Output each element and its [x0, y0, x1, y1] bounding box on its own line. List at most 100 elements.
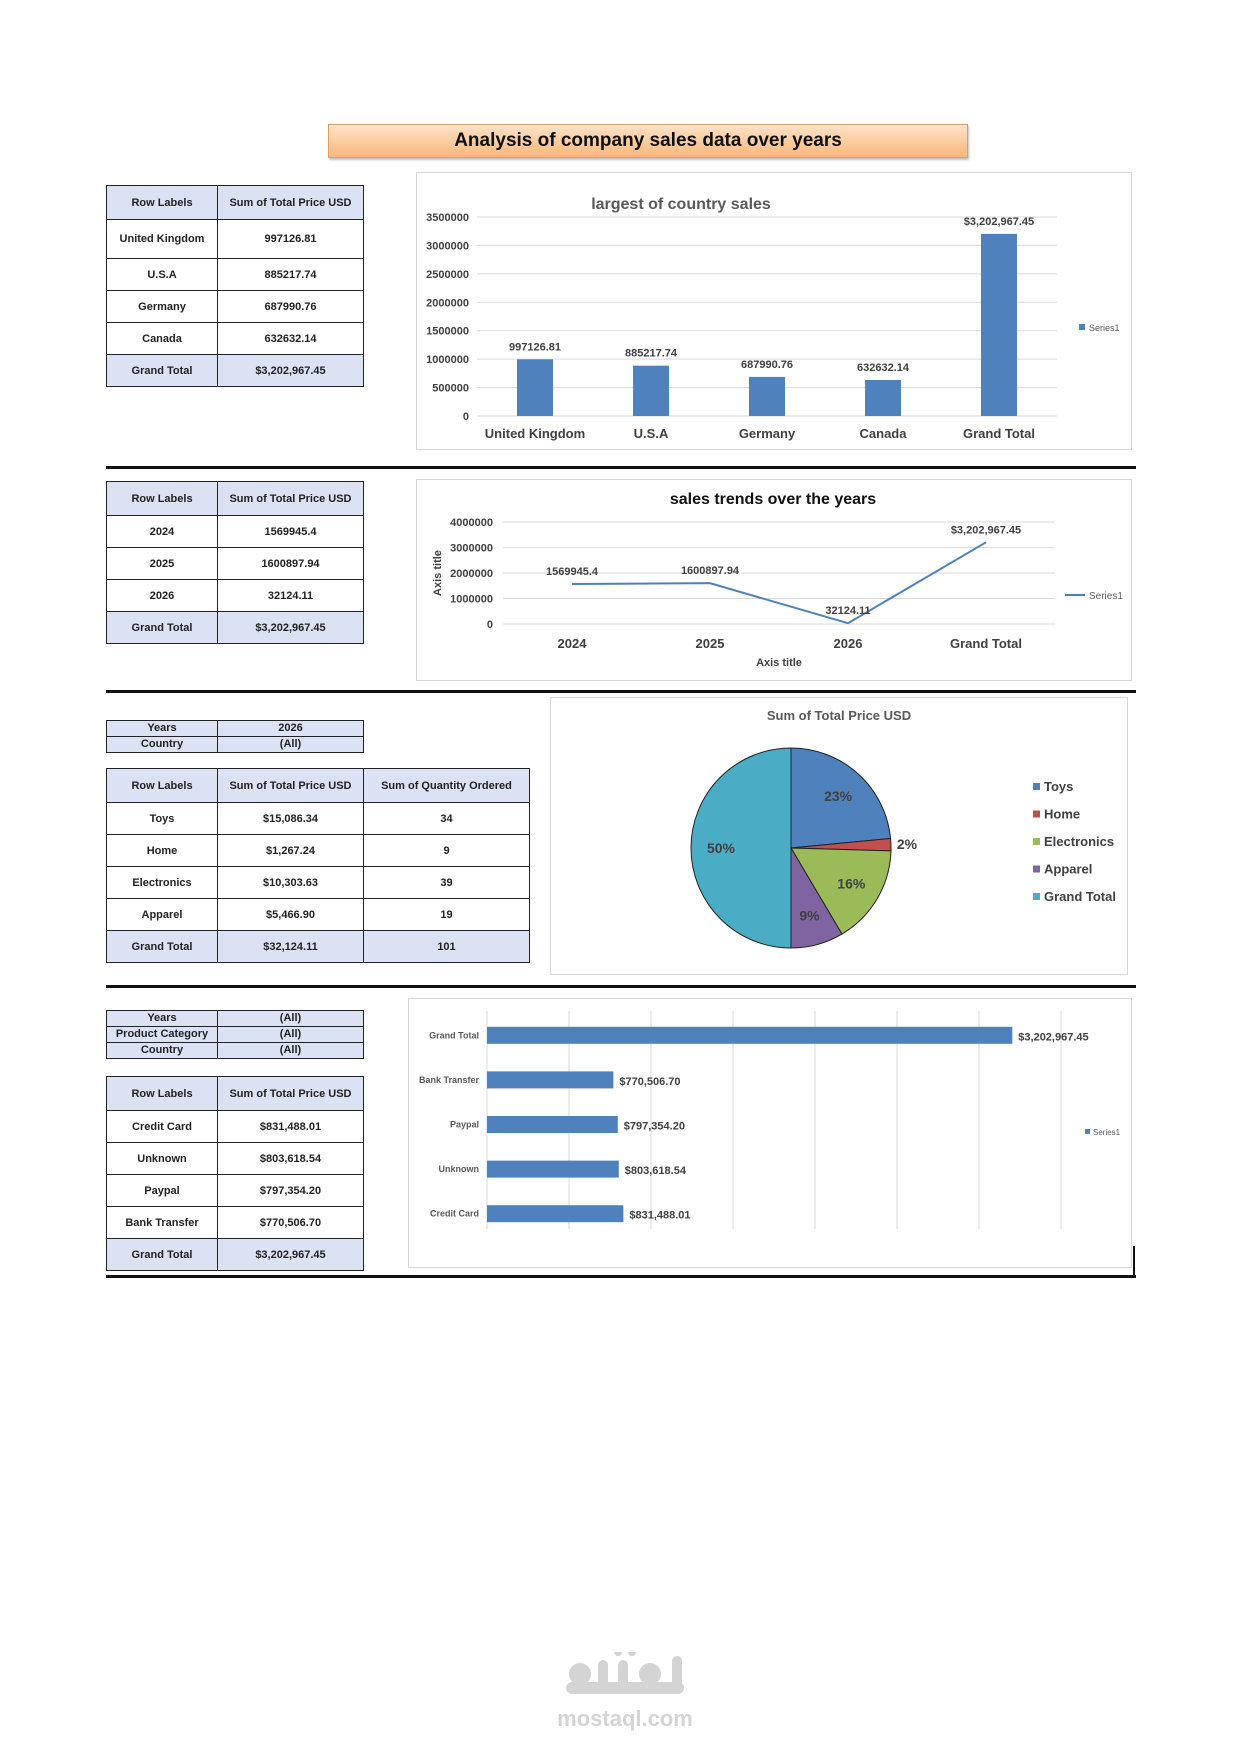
table-cell[interactable]: $3,202,967.45 [217, 354, 364, 387]
table-total-row[interactable]: Grand Total $3,202,967.45 [106, 611, 364, 644]
table-total-row[interactable]: Grand Total $3,202,967.45 [106, 1238, 364, 1271]
table-cell[interactable]: Row Labels [106, 1076, 218, 1111]
table-cell[interactable]: 632632.14 [217, 322, 364, 355]
table-total-row[interactable]: Grand Total $3,202,967.45 [106, 354, 364, 387]
table-cell[interactable]: United Kingdom [106, 219, 218, 259]
table-cell[interactable]: Credit Card [106, 1110, 218, 1143]
filter-value[interactable]: (All) [217, 1026, 364, 1043]
table-cell[interactable]: Germany [106, 290, 218, 323]
table-row[interactable]: Paypal $797,354.20 [106, 1174, 364, 1207]
category-pivot-table[interactable]: Row Labels Sum of Total Price USD Sum of Q… [106, 768, 530, 963]
table-header-row[interactable]: Row Labels Sum of Total Price USD [106, 185, 364, 220]
table-cell[interactable]: Sum of Quantity Ordered [363, 768, 530, 803]
table-row[interactable]: Canada 632632.14 [106, 322, 364, 355]
table-header-row[interactable]: Row Labels Sum of Total Price USD Sum of Q… [106, 768, 530, 803]
table-row[interactable]: 2024 1569945.4 [106, 515, 364, 548]
table-cell[interactable]: 1600897.94 [217, 547, 364, 580]
x-tick-label: Germany [739, 426, 796, 441]
table-row[interactable]: U.S.A 885217.74 [106, 258, 364, 291]
table-cell[interactable]: Row Labels [106, 768, 218, 803]
country-pivot-table[interactable]: Row Labels Sum of Total Price USD United K… [106, 185, 364, 387]
filter-row[interactable]: Product Category (All) [106, 1026, 364, 1043]
x-tick-label: Canada [860, 426, 908, 441]
table-row[interactable]: Toys $15,086.34 34 [106, 802, 530, 835]
table-cell[interactable]: $797,354.20 [217, 1174, 364, 1207]
table-cell[interactable]: U.S.A [106, 258, 218, 291]
table-cell[interactable]: $15,086.34 [217, 802, 364, 835]
table-cell[interactable]: 2026 [106, 579, 218, 612]
y-tick-label: 0 [463, 411, 469, 423]
table-header-row[interactable]: Row Labels Sum of Total Price USD [106, 481, 364, 516]
table-cell[interactable]: 687990.76 [217, 290, 364, 323]
table-cell[interactable]: 19 [363, 898, 530, 931]
table-cell[interactable]: Bank Transfer [106, 1206, 218, 1239]
table-row[interactable]: 2025 1600897.94 [106, 547, 364, 580]
category-filter-table[interactable]: Years 2026 Country (All) [106, 720, 364, 753]
table-cell[interactable]: 2024 [106, 515, 218, 548]
filter-value[interactable]: (All) [217, 1010, 364, 1027]
table-row[interactable]: Electronics $10,303.63 39 [106, 866, 530, 899]
table-cell[interactable]: 34 [363, 802, 530, 835]
table-cell[interactable]: Apparel [106, 898, 218, 931]
table-cell[interactable]: Sum of Total Price USD [217, 481, 364, 516]
table-row[interactable]: Home $1,267.24 9 [106, 834, 530, 867]
table-row[interactable]: Credit Card $831,488.01 [106, 1110, 364, 1143]
year-trend-chart[interactable]: sales trends over the years 0 1000000 20000… [416, 479, 1132, 681]
filter-row[interactable]: Years 2026 [106, 720, 364, 737]
table-cell[interactable]: Canada [106, 322, 218, 355]
table-cell[interactable]: 2025 [106, 547, 218, 580]
table-total-row[interactable]: Grand Total $32,124.11 101 [106, 930, 530, 963]
table-cell[interactable]: 39 [363, 866, 530, 899]
year-pivot-table[interactable]: Row Labels Sum of Total Price USD 2024 1569… [106, 481, 364, 644]
table-row[interactable]: Unknown $803,618.54 [106, 1142, 364, 1175]
table-cell[interactable]: 885217.74 [217, 258, 364, 291]
bar [865, 380, 901, 416]
table-cell[interactable]: Grand Total [106, 930, 218, 963]
payment-filter-table[interactable]: Years (All) Product Category (All) Country (A… [106, 1010, 364, 1059]
filter-row[interactable]: Country (All) [106, 1042, 364, 1059]
x-tick-label: 2025 [696, 636, 725, 651]
payment-bar-chart[interactable]: $3,202,967.45 Grand Total $770,506.70 Bank … [408, 998, 1132, 1268]
table-cell[interactable]: $5,466.90 [217, 898, 364, 931]
table-cell[interactable]: $770,506.70 [217, 1206, 364, 1239]
table-row[interactable]: Bank Transfer $770,506.70 [106, 1206, 364, 1239]
table-cell[interactable]: Row Labels [106, 481, 218, 516]
table-cell[interactable]: $32,124.11 [217, 930, 364, 963]
table-cell[interactable]: $3,202,967.45 [217, 611, 364, 644]
table-cell[interactable]: Unknown [106, 1142, 218, 1175]
table-cell[interactable]: 997126.81 [217, 219, 364, 259]
table-cell[interactable]: 101 [363, 930, 530, 963]
table-cell[interactable]: Grand Total [106, 611, 218, 644]
table-row[interactable]: United Kingdom 997126.81 [106, 219, 364, 259]
table-header-row[interactable]: Row Labels Sum of Total Price USD [106, 1076, 364, 1111]
table-row[interactable]: Apparel $5,466.90 19 [106, 898, 530, 931]
table-cell[interactable]: Electronics [106, 866, 218, 899]
table-cell[interactable]: $831,488.01 [217, 1110, 364, 1143]
filter-row[interactable]: Country (All) [106, 736, 364, 753]
table-cell[interactable]: 9 [363, 834, 530, 867]
table-cell[interactable]: Paypal [106, 1174, 218, 1207]
table-cell[interactable]: Home [106, 834, 218, 867]
table-cell[interactable]: 1569945.4 [217, 515, 364, 548]
table-cell[interactable]: Sum of Total Price USD [217, 185, 364, 220]
table-row[interactable]: Germany 687990.76 [106, 290, 364, 323]
filter-value[interactable]: 2026 [217, 720, 364, 737]
table-cell[interactable]: $3,202,967.45 [217, 1238, 364, 1271]
filter-value[interactable]: (All) [217, 1042, 364, 1059]
table-cell[interactable]: $1,267.24 [217, 834, 364, 867]
table-cell[interactable]: Sum of Total Price USD [217, 1076, 364, 1111]
table-cell[interactable]: Row Labels [106, 185, 218, 220]
table-cell[interactable]: Toys [106, 802, 218, 835]
filter-row[interactable]: Years (All) [106, 1010, 364, 1027]
table-cell[interactable]: $803,618.54 [217, 1142, 364, 1175]
table-row[interactable]: 2026 32124.11 [106, 579, 364, 612]
filter-value[interactable]: (All) [217, 736, 364, 753]
country-sales-chart[interactable]: largest of country sales 0 500000 1000000 15… [416, 172, 1132, 450]
payment-pivot-table[interactable]: Row Labels Sum of Total Price USD Credit C… [106, 1076, 364, 1271]
category-pie-chart[interactable]: Sum of Total Price USD 23% 2% 16% 9% 50% Toys H… [550, 697, 1128, 975]
table-cell[interactable]: Grand Total [106, 1238, 218, 1271]
table-cell[interactable]: $10,303.63 [217, 866, 364, 899]
table-cell[interactable]: 32124.11 [217, 579, 364, 612]
table-cell[interactable]: Grand Total [106, 354, 218, 387]
table-cell[interactable]: Sum of Total Price USD [217, 768, 364, 803]
